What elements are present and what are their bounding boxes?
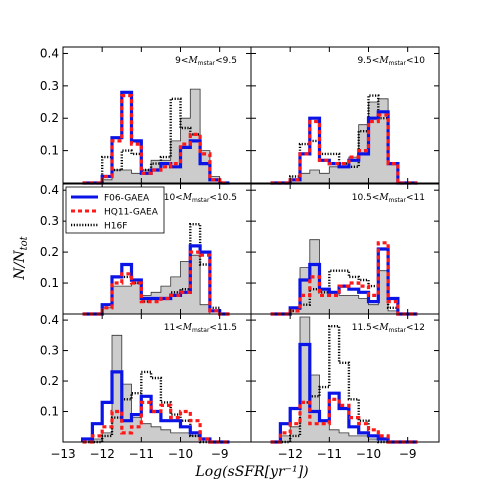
y-tick-label: 0.3: [40, 214, 59, 228]
x-tick-label: −11: [317, 447, 342, 461]
hq11-gaea-line-5: [82, 400, 230, 444]
x-tick-label: −10: [356, 447, 381, 461]
hist-grey-2: [270, 98, 418, 184]
legend-label-f06-gaea: F06-GAEA: [104, 194, 150, 204]
legend: F06-GAEA HQ11-GAEA H16F: [65, 186, 165, 234]
y-tick-label: 0.4: [40, 183, 59, 197]
panel-label-3: 10<Mmstar<10.5: [164, 193, 237, 204]
y-tick-label: 0.2: [40, 111, 59, 125]
y-axis-label: N/Ntot: [12, 235, 30, 280]
panel-label-2: 9.5<Mmstar<10: [357, 56, 425, 67]
legend-label-h16f: H16F: [104, 222, 127, 232]
panel-label-1: 9<Mmstar<9.5: [175, 56, 237, 67]
h16f-line-6: [270, 325, 418, 444]
x-tick-label: −11: [129, 447, 154, 461]
panel-1: 9<Mmstar<9.5: [62, 46, 252, 185]
y-tick-label: 0.3: [40, 79, 59, 93]
hist-grey-6: [270, 316, 418, 443]
panel-frame-4: [250, 183, 440, 315]
panel-label-4: 10.5<Mmstar<11: [352, 193, 425, 204]
y-tick-label: 0.4: [40, 46, 59, 60]
panel-3: 10<Mmstar<10.5: [62, 183, 252, 316]
x-tick-label: −10: [168, 447, 193, 461]
x-tick-label: −13: [50, 447, 75, 461]
hq11-gaea-line-2: [270, 113, 418, 185]
y-tick-label: 0.2: [40, 374, 59, 388]
legend-box: [65, 186, 165, 234]
panel-6: 11.5<Mmstar<12: [250, 313, 440, 444]
y-tick-label: 0.1: [40, 405, 59, 419]
tick-labels: 0.1 0.2 0.3 0.4 0.1 0.2 0.3 0.4 0.1 0.2 0.3 0.4 −13 −…: [40, 46, 417, 461]
x-axis-label: Log(sSFR[yr⁻¹]): [194, 464, 308, 480]
panel-label-5: 11<Mmstar<11.5: [164, 323, 237, 334]
panel-label-6: 11.5<Mmstar<12: [352, 323, 425, 334]
hq11-gaea-line-4: [270, 241, 418, 316]
y-tick-label: 0.2: [40, 245, 59, 259]
hq11-gaea-line-3: [82, 250, 230, 316]
x-tick-label: −12: [90, 447, 115, 461]
x-tick-label: −12: [278, 447, 303, 461]
y-tick-label: 0.4: [40, 313, 59, 327]
y-tick-label: 0.3: [40, 344, 59, 358]
hq11-gaea-line-1: [82, 94, 230, 185]
f06-gaea-line-5: [81, 370, 230, 444]
panel-frame-6: [250, 313, 440, 443]
panel-5: 11<Mmstar<11.5: [62, 313, 252, 444]
y-tick-label: 0.1: [40, 276, 59, 290]
y-tick-label: 0.1: [40, 144, 59, 158]
panel-4: 10.5<Mmstar<11: [250, 183, 440, 316]
legend-label-hq11-gaea: HQ11-GAEA: [104, 208, 159, 218]
panel-2: 9.5<Mmstar<10: [250, 46, 440, 185]
panels-grid: 9<Mmstar<9.5 9.5<Mmstar<10 10<Mmstar<10.5 1…: [62, 46, 440, 444]
x-tick-label: −9: [399, 447, 417, 461]
panel-frame-2: [250, 46, 440, 184]
x-tick-label: −9: [211, 447, 229, 461]
